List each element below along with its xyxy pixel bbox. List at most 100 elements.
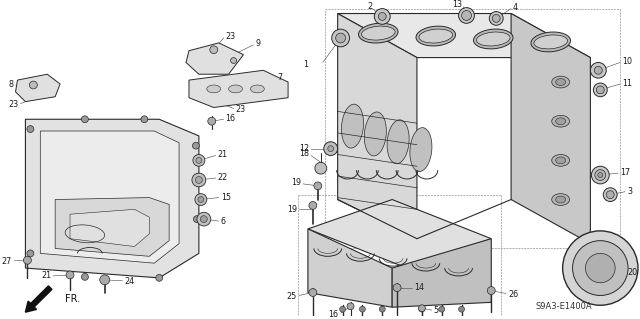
Ellipse shape [358, 23, 398, 43]
Circle shape [598, 173, 603, 177]
Circle shape [380, 306, 385, 312]
Polygon shape [70, 209, 149, 247]
Polygon shape [26, 119, 199, 278]
Text: 27: 27 [1, 257, 12, 266]
Text: 22: 22 [218, 173, 228, 182]
Circle shape [208, 117, 216, 125]
Circle shape [198, 197, 204, 203]
Circle shape [347, 303, 354, 310]
Circle shape [490, 11, 503, 25]
Circle shape [419, 305, 426, 312]
Circle shape [315, 162, 327, 174]
Circle shape [314, 182, 322, 190]
Circle shape [24, 256, 31, 264]
Ellipse shape [416, 26, 456, 46]
Text: 19: 19 [287, 205, 297, 214]
Text: 17: 17 [620, 167, 630, 177]
Circle shape [604, 188, 617, 202]
Ellipse shape [419, 29, 452, 43]
Ellipse shape [474, 29, 513, 49]
Text: S9A3-E1400A: S9A3-E1400A [536, 302, 593, 311]
Circle shape [81, 273, 88, 280]
Text: 24: 24 [125, 277, 134, 286]
Circle shape [324, 142, 338, 155]
Circle shape [590, 63, 606, 78]
Circle shape [27, 126, 34, 132]
Circle shape [360, 306, 365, 312]
Ellipse shape [387, 120, 409, 164]
Circle shape [419, 306, 425, 312]
Text: 11: 11 [622, 78, 632, 87]
Text: 19: 19 [291, 178, 301, 187]
Circle shape [196, 158, 202, 163]
Polygon shape [55, 197, 169, 256]
Ellipse shape [531, 32, 570, 52]
Circle shape [200, 216, 207, 223]
Circle shape [487, 287, 495, 294]
Ellipse shape [552, 154, 570, 166]
Circle shape [193, 154, 205, 166]
Circle shape [591, 166, 609, 184]
Circle shape [593, 83, 607, 97]
Circle shape [595, 170, 605, 181]
Text: 14: 14 [414, 283, 424, 292]
Circle shape [193, 142, 200, 149]
Polygon shape [511, 13, 590, 244]
Circle shape [195, 176, 202, 183]
Circle shape [492, 14, 500, 22]
Text: 1: 1 [303, 60, 308, 69]
Text: 3: 3 [627, 187, 632, 196]
Text: 7: 7 [277, 73, 282, 82]
Polygon shape [338, 13, 590, 57]
Polygon shape [15, 74, 60, 102]
Ellipse shape [534, 35, 568, 49]
Circle shape [378, 12, 386, 20]
Text: 13: 13 [452, 0, 463, 9]
Ellipse shape [556, 118, 566, 125]
Polygon shape [308, 229, 392, 307]
Ellipse shape [476, 32, 510, 46]
Text: 23: 23 [8, 100, 19, 109]
Circle shape [459, 8, 474, 23]
Text: 16: 16 [226, 114, 236, 123]
Text: 9: 9 [255, 39, 260, 48]
Polygon shape [189, 70, 288, 108]
Circle shape [439, 306, 445, 312]
Circle shape [66, 271, 74, 279]
Circle shape [335, 33, 346, 43]
Text: FR.: FR. [65, 293, 80, 303]
Ellipse shape [552, 76, 570, 88]
Polygon shape [392, 239, 492, 307]
Circle shape [374, 9, 390, 24]
Text: 15: 15 [221, 193, 231, 202]
Polygon shape [186, 43, 243, 74]
Circle shape [230, 57, 237, 63]
Ellipse shape [250, 85, 264, 93]
Circle shape [393, 284, 401, 292]
Text: 6: 6 [221, 217, 226, 226]
Circle shape [100, 275, 109, 285]
Circle shape [596, 86, 604, 94]
Ellipse shape [410, 128, 432, 172]
Polygon shape [338, 13, 417, 239]
Circle shape [332, 29, 349, 47]
Text: 8: 8 [8, 80, 13, 90]
Circle shape [195, 194, 207, 205]
Ellipse shape [552, 115, 570, 127]
Ellipse shape [364, 112, 387, 156]
Text: 10: 10 [622, 57, 632, 66]
Ellipse shape [342, 104, 364, 148]
Text: 26: 26 [508, 290, 518, 299]
Ellipse shape [207, 85, 221, 93]
Ellipse shape [556, 196, 566, 203]
Ellipse shape [228, 85, 243, 93]
Circle shape [461, 11, 472, 20]
Text: 12: 12 [299, 144, 309, 153]
Circle shape [309, 289, 317, 296]
Text: 25: 25 [287, 292, 297, 301]
Circle shape [595, 66, 602, 74]
Circle shape [27, 250, 34, 257]
Text: 23: 23 [236, 105, 246, 114]
Text: 2: 2 [367, 2, 372, 11]
Circle shape [573, 241, 628, 295]
